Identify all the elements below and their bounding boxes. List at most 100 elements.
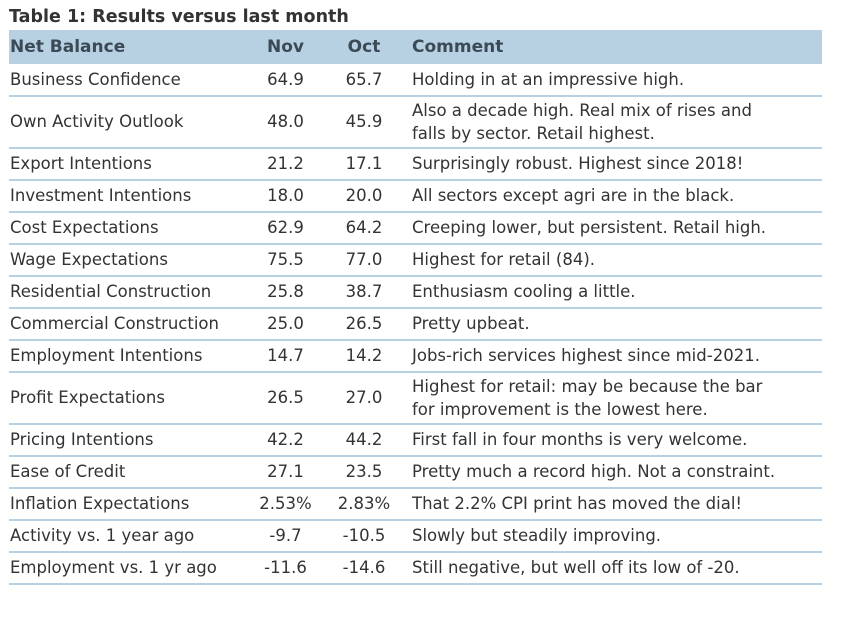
comment-line: Slowly but steadily improving. — [412, 526, 662, 545]
header-comment: Comment — [412, 37, 504, 57]
row-comment: Highest for retail (84). — [409, 244, 822, 276]
table-row: Cost Expectations 62.9 64.2 Creeping lower,… — [9, 212, 822, 244]
comment-line: Still negative, but well off its low of … — [412, 558, 740, 577]
table-row: Pricing Intentions 42.2 44.2 First fall in … — [9, 424, 822, 456]
row-oct-value: 64.2 — [345, 218, 383, 237]
comment-line: Highest for retail (84). — [412, 250, 595, 269]
table-row: Own Activity Outlook 48.0 45.9 Also a decad… — [9, 96, 822, 148]
row-comment: Slowly but steadily improving. — [409, 520, 822, 552]
row-oct-value: 2.83% — [337, 494, 391, 513]
comment-line: Pretty upbeat. — [412, 314, 530, 333]
table-row: Profit Expectations 26.5 27.0 Highest for r… — [9, 372, 822, 424]
row-nov-value: 75.5 — [267, 250, 304, 269]
row-nov-value: 27.1 — [267, 462, 304, 481]
row-comment: Jobs-rich services highest since mid-202… — [409, 340, 822, 372]
table-row: Business Confidence 64.9 65.7 Holding in at… — [9, 64, 822, 96]
row-comment: Highest for retail: may be because the b… — [409, 372, 822, 424]
comment-line: Pretty much a record high. Not a constra… — [412, 462, 776, 481]
comment-line: Jobs-rich services highest since mid-202… — [412, 346, 760, 365]
table-row: Employment Intentions 14.7 14.2 Jobs-rich s… — [9, 340, 822, 372]
row-nov-value: 21.2 — [267, 154, 304, 173]
row-label: Commercial Construction — [10, 314, 219, 333]
comment-line: That 2.2% CPI print has moved the dial! — [412, 494, 743, 513]
row-oct-value: 45.9 — [345, 112, 383, 131]
table-row: Ease of Credit 27.1 23.5 Pretty much a reco… — [9, 456, 822, 488]
comment-line: Also a decade high. Real mix of rises an… — [412, 101, 752, 120]
row-comment: First fall in four months is very welcom… — [409, 424, 822, 456]
row-nov-value: 2.53% — [259, 494, 312, 513]
comment-line: Holding in at an impressive high. — [412, 69, 685, 89]
row-oct-value: 65.7 — [345, 69, 383, 89]
row-nov-value: 25.0 — [267, 314, 304, 333]
row-comment: Also a decade high. Real mix of rises an… — [409, 96, 822, 148]
row-comment: Surprisingly robust. Highest since 2018! — [409, 148, 822, 180]
row-nov-value: 62.9 — [267, 218, 304, 237]
row-oct-value: 23.5 — [345, 462, 383, 481]
row-label: Pricing Intentions — [10, 430, 154, 449]
row-oct-value: 20.0 — [345, 186, 383, 205]
row-oct-value: 77.0 — [345, 250, 383, 269]
row-label: Employment vs. 1 yr ago — [10, 558, 217, 577]
row-label: Employment Intentions — [10, 346, 203, 365]
row-oct-value: 27.0 — [345, 388, 383, 407]
row-label: Business Confidence — [10, 69, 181, 89]
header-oct: Oct — [347, 37, 381, 57]
comment-line: Highest for retail: may be because the b… — [412, 377, 763, 396]
table-row: Residential Construction 25.8 38.7 Enthusia… — [9, 276, 822, 308]
table-row: Investment Intentions 18.0 20.0 All sectors… — [9, 180, 822, 212]
row-nov-value: 18.0 — [267, 186, 304, 205]
row-nov-value: 48.0 — [267, 112, 304, 131]
row-label: Investment Intentions — [10, 186, 192, 205]
row-oct-value: 17.1 — [345, 154, 383, 173]
row-oct-value: 38.7 — [345, 282, 383, 301]
row-comment: Pretty upbeat. — [409, 308, 822, 340]
table-title: Table 1: Results versus last month — [9, 7, 349, 27]
comment-line: Creeping lower, but persistent. Retail h… — [412, 218, 767, 237]
row-label: Ease of Credit — [10, 462, 126, 481]
table-row: Activity vs. 1 year ago -9.7 -10.5 Slowly b… — [9, 520, 822, 552]
comment-line: falls by sector. Retail highest. — [412, 124, 655, 143]
row-label: Residential Construction — [10, 282, 212, 301]
results-table-container: Table 1: Results versus last month Net B… — [9, 6, 822, 585]
table-row: Wage Expectations 75.5 77.0 Highest for ret… — [9, 244, 822, 276]
comment-line: All sectors except agri are in the black… — [412, 186, 735, 205]
row-label: Inflation Expectations — [10, 494, 190, 513]
row-nov-value: -9.7 — [269, 526, 302, 545]
comment-line: Surprisingly robust. Highest since 2018! — [412, 154, 744, 173]
row-comment: All sectors except agri are in the black… — [409, 180, 822, 212]
row-comment: Pretty much a record high. Not a constra… — [409, 456, 822, 488]
table-row: Export Intentions 21.2 17.1 Surprisingly ro… — [9, 148, 822, 180]
row-comment: Enthusiasm cooling a little. — [409, 276, 822, 308]
row-oct-value: 26.5 — [345, 314, 383, 333]
row-label: Wage Expectations — [10, 250, 168, 269]
row-comment: That 2.2% CPI print has moved the dial! — [409, 488, 822, 520]
table-row: Employment vs. 1 yr ago -11.6 -14.6 Still n… — [9, 552, 822, 584]
header-row: Net Balance Nov Oct Comment — [9, 30, 822, 64]
row-label: Export Intentions — [10, 154, 152, 173]
results-table: Net Balance Nov Oct Comment Business Con… — [9, 30, 822, 585]
row-comment: Still negative, but well off its low of … — [409, 552, 822, 584]
row-label: Activity vs. 1 year ago — [10, 526, 195, 545]
row-nov-value: -11.6 — [264, 558, 307, 577]
row-nov-value: 25.8 — [267, 282, 304, 301]
table-row: Inflation Expectations 2.53% 2.83% That 2.2… — [9, 488, 822, 520]
comment-line: First fall in four months is very welcom… — [412, 430, 748, 449]
row-label: Cost Expectations — [10, 218, 159, 237]
row-comment: Holding in at an impressive high. — [409, 64, 822, 96]
row-nov-value: 14.7 — [267, 346, 304, 365]
row-label: Profit Expectations — [10, 388, 165, 407]
row-nov-value: 42.2 — [267, 430, 304, 449]
table-header: Net Balance Nov Oct Comment — [9, 30, 822, 64]
row-oct-value: 14.2 — [345, 346, 383, 365]
comment-line: for improvement is the lowest here. — [412, 400, 708, 419]
header-nov: Nov — [267, 37, 304, 57]
row-label: Own Activity Outlook — [10, 112, 184, 131]
header-net-balance: Net Balance — [10, 37, 126, 57]
table-row: Commercial Construction 25.0 26.5 Pretty up… — [9, 308, 822, 340]
row-nov-value: 26.5 — [267, 388, 304, 407]
table-body: Business Confidence 64.9 65.7 Holding in at… — [9, 64, 822, 584]
row-comment: Creeping lower, but persistent. Retail h… — [409, 212, 822, 244]
row-oct-value: -14.6 — [342, 558, 386, 577]
row-nov-value: 64.9 — [267, 69, 304, 89]
row-oct-value: -10.5 — [342, 526, 386, 545]
